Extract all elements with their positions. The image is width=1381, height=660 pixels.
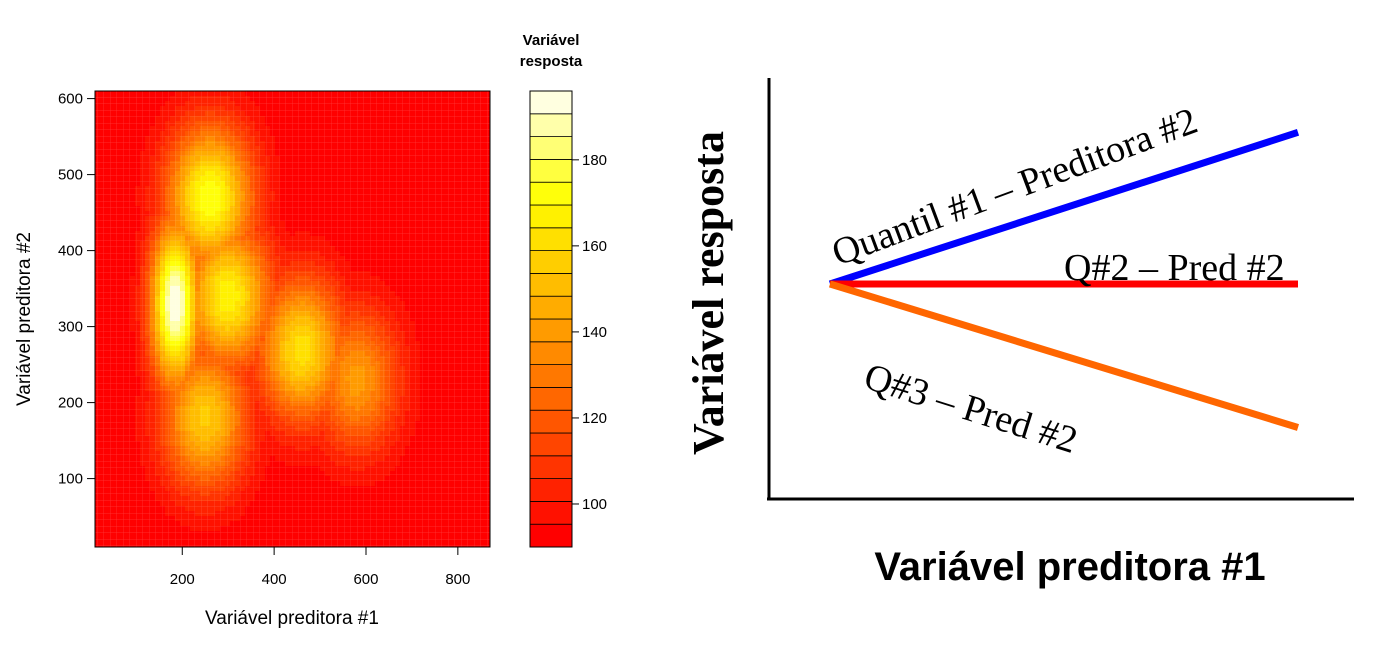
heatmap-panel: 200 400 600 800 100200300400500600 Variável… bbox=[14, 90, 491, 629]
